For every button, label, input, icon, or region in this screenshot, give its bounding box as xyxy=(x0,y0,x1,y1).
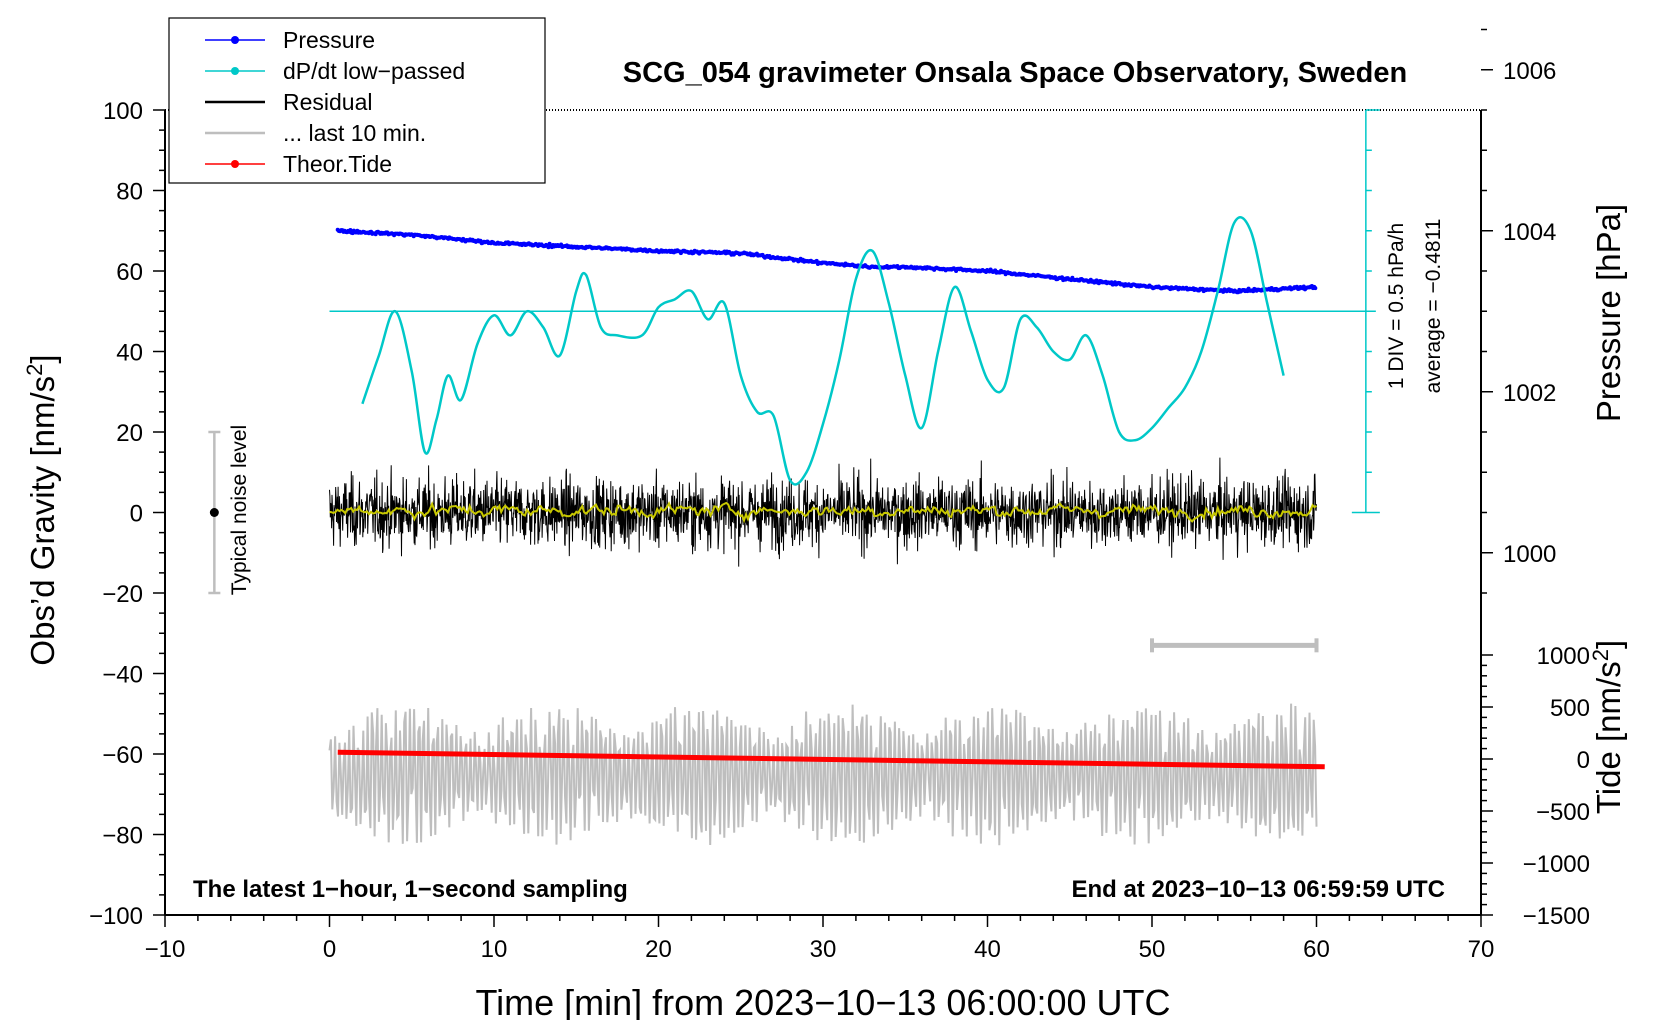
x-tick-label: 20 xyxy=(645,936,672,963)
legend-box xyxy=(168,17,546,184)
legend-item-dpdt: dP/dt low−passed xyxy=(205,58,465,84)
pressure-series xyxy=(335,227,1318,295)
axis-ticks: −10 0 10 20 30 40 50 60 70−100−80−60−40−20020406… xyxy=(89,28,1590,963)
legend-marker-dpdt xyxy=(231,67,239,75)
x-tick-label: 50 xyxy=(1139,936,1166,963)
noise-level-center-dot xyxy=(209,508,219,517)
legend-item-last10: ... last 10 min. xyxy=(205,120,426,146)
legend-marker-pressure xyxy=(231,36,239,44)
noise-level-label: Typical noise level xyxy=(228,425,251,595)
x-tick-label: 10 xyxy=(481,936,508,963)
y-axis-label-tide-text: Tide [nm/s xyxy=(1590,661,1627,814)
residual-smoothed-line xyxy=(329,500,1318,524)
y-axis-label-tide-close: ] xyxy=(1590,640,1627,649)
y-tick-label: −20 xyxy=(102,581,143,608)
x-tick-label: 60 xyxy=(1303,936,1330,963)
tide-tick-label: 1000 xyxy=(1537,643,1590,670)
y-tick-label: 0 xyxy=(130,501,143,528)
pressure-tick-label: 1006 xyxy=(1503,58,1556,85)
pressure-point xyxy=(1313,286,1318,291)
tide-tick-label: −1000 xyxy=(1523,851,1590,878)
x-tick-label: 0 xyxy=(323,936,336,963)
tide-tick-label: 500 xyxy=(1550,695,1590,722)
tide-tick-label: −1500 xyxy=(1523,903,1590,930)
dpdt-div-label: 1 DIV = 0.5 hPa/h xyxy=(1385,223,1408,389)
legend-label-residual: Residual xyxy=(283,89,373,115)
dpdt-series-line xyxy=(361,216,1285,486)
legend-marker-tide xyxy=(231,160,239,168)
y-tick-label: 60 xyxy=(116,259,143,286)
x-tick-label: 70 xyxy=(1468,936,1495,963)
pressure-tick-label: 1000 xyxy=(1503,541,1556,568)
legend-item-tide: Theor.Tide xyxy=(205,151,392,177)
y-axis-label-gravity-close: ] xyxy=(24,354,61,363)
legend-label-last10: ... last 10 min. xyxy=(283,120,426,146)
pressure-tick-label: 1004 xyxy=(1503,219,1556,246)
pressure-tick-label: 1002 xyxy=(1503,380,1556,407)
y-tick-label: 100 xyxy=(103,98,143,125)
tide-tick-label: −500 xyxy=(1536,799,1590,826)
legend-label-tide: Theor.Tide xyxy=(283,151,392,177)
legend-label-pressure: Pressure xyxy=(283,27,375,53)
legend-item-residual: Residual xyxy=(205,89,373,115)
dpdt-average-label: average = −0.4811 xyxy=(1422,219,1445,394)
annotation-sampling: The latest 1−hour, 1−second sampling xyxy=(193,876,628,903)
x-tick-label: 30 xyxy=(810,936,837,963)
y-axis-label-tide-sup: 2 xyxy=(1588,649,1613,661)
x-tick-label: −10 xyxy=(145,936,186,963)
legend: Pressure dP/dt low−passed Residual ... l… xyxy=(168,17,546,184)
tide-series-line xyxy=(337,749,1325,770)
x-tick-label: 40 xyxy=(974,936,1001,963)
legend-item-pressure: Pressure xyxy=(205,27,375,53)
y-tick-label: 80 xyxy=(116,179,143,206)
y-tick-label: 40 xyxy=(116,340,143,367)
annotation-end-time: End at 2023−10−13 06:59:59 UTC xyxy=(1071,876,1445,903)
y-axis-label-gravity-sup: 2 xyxy=(22,364,47,376)
data-series xyxy=(208,109,1380,846)
y-tick-label: −80 xyxy=(102,823,143,850)
y-tick-label: −60 xyxy=(102,742,143,769)
y-axis-label-pressure: Pressure [hPa] xyxy=(1590,204,1627,422)
legend-label-dpdt: dP/dt low−passed xyxy=(283,58,465,84)
last-10-min-series-line xyxy=(328,703,1318,846)
x-axis-label: Time [min] from 2023−10−13 06:00:00 UTC xyxy=(475,982,1170,1020)
y-axis-label-gravity-text: Obs’d Gravity [nm/s xyxy=(24,376,61,666)
chart-title: SCG_054 gravimeter Onsala Space Observat… xyxy=(623,57,1407,89)
y-axis-label-gravity: Obs’d Gravity [nm/s2] xyxy=(22,354,61,665)
y-tick-label: −40 xyxy=(102,662,143,689)
y-axis-label-tide: Tide [nm/s2] xyxy=(1588,640,1627,814)
y-tick-label: 20 xyxy=(116,420,143,447)
y-tick-label: −100 xyxy=(89,903,143,930)
tide-tick-label: 0 xyxy=(1577,747,1590,774)
